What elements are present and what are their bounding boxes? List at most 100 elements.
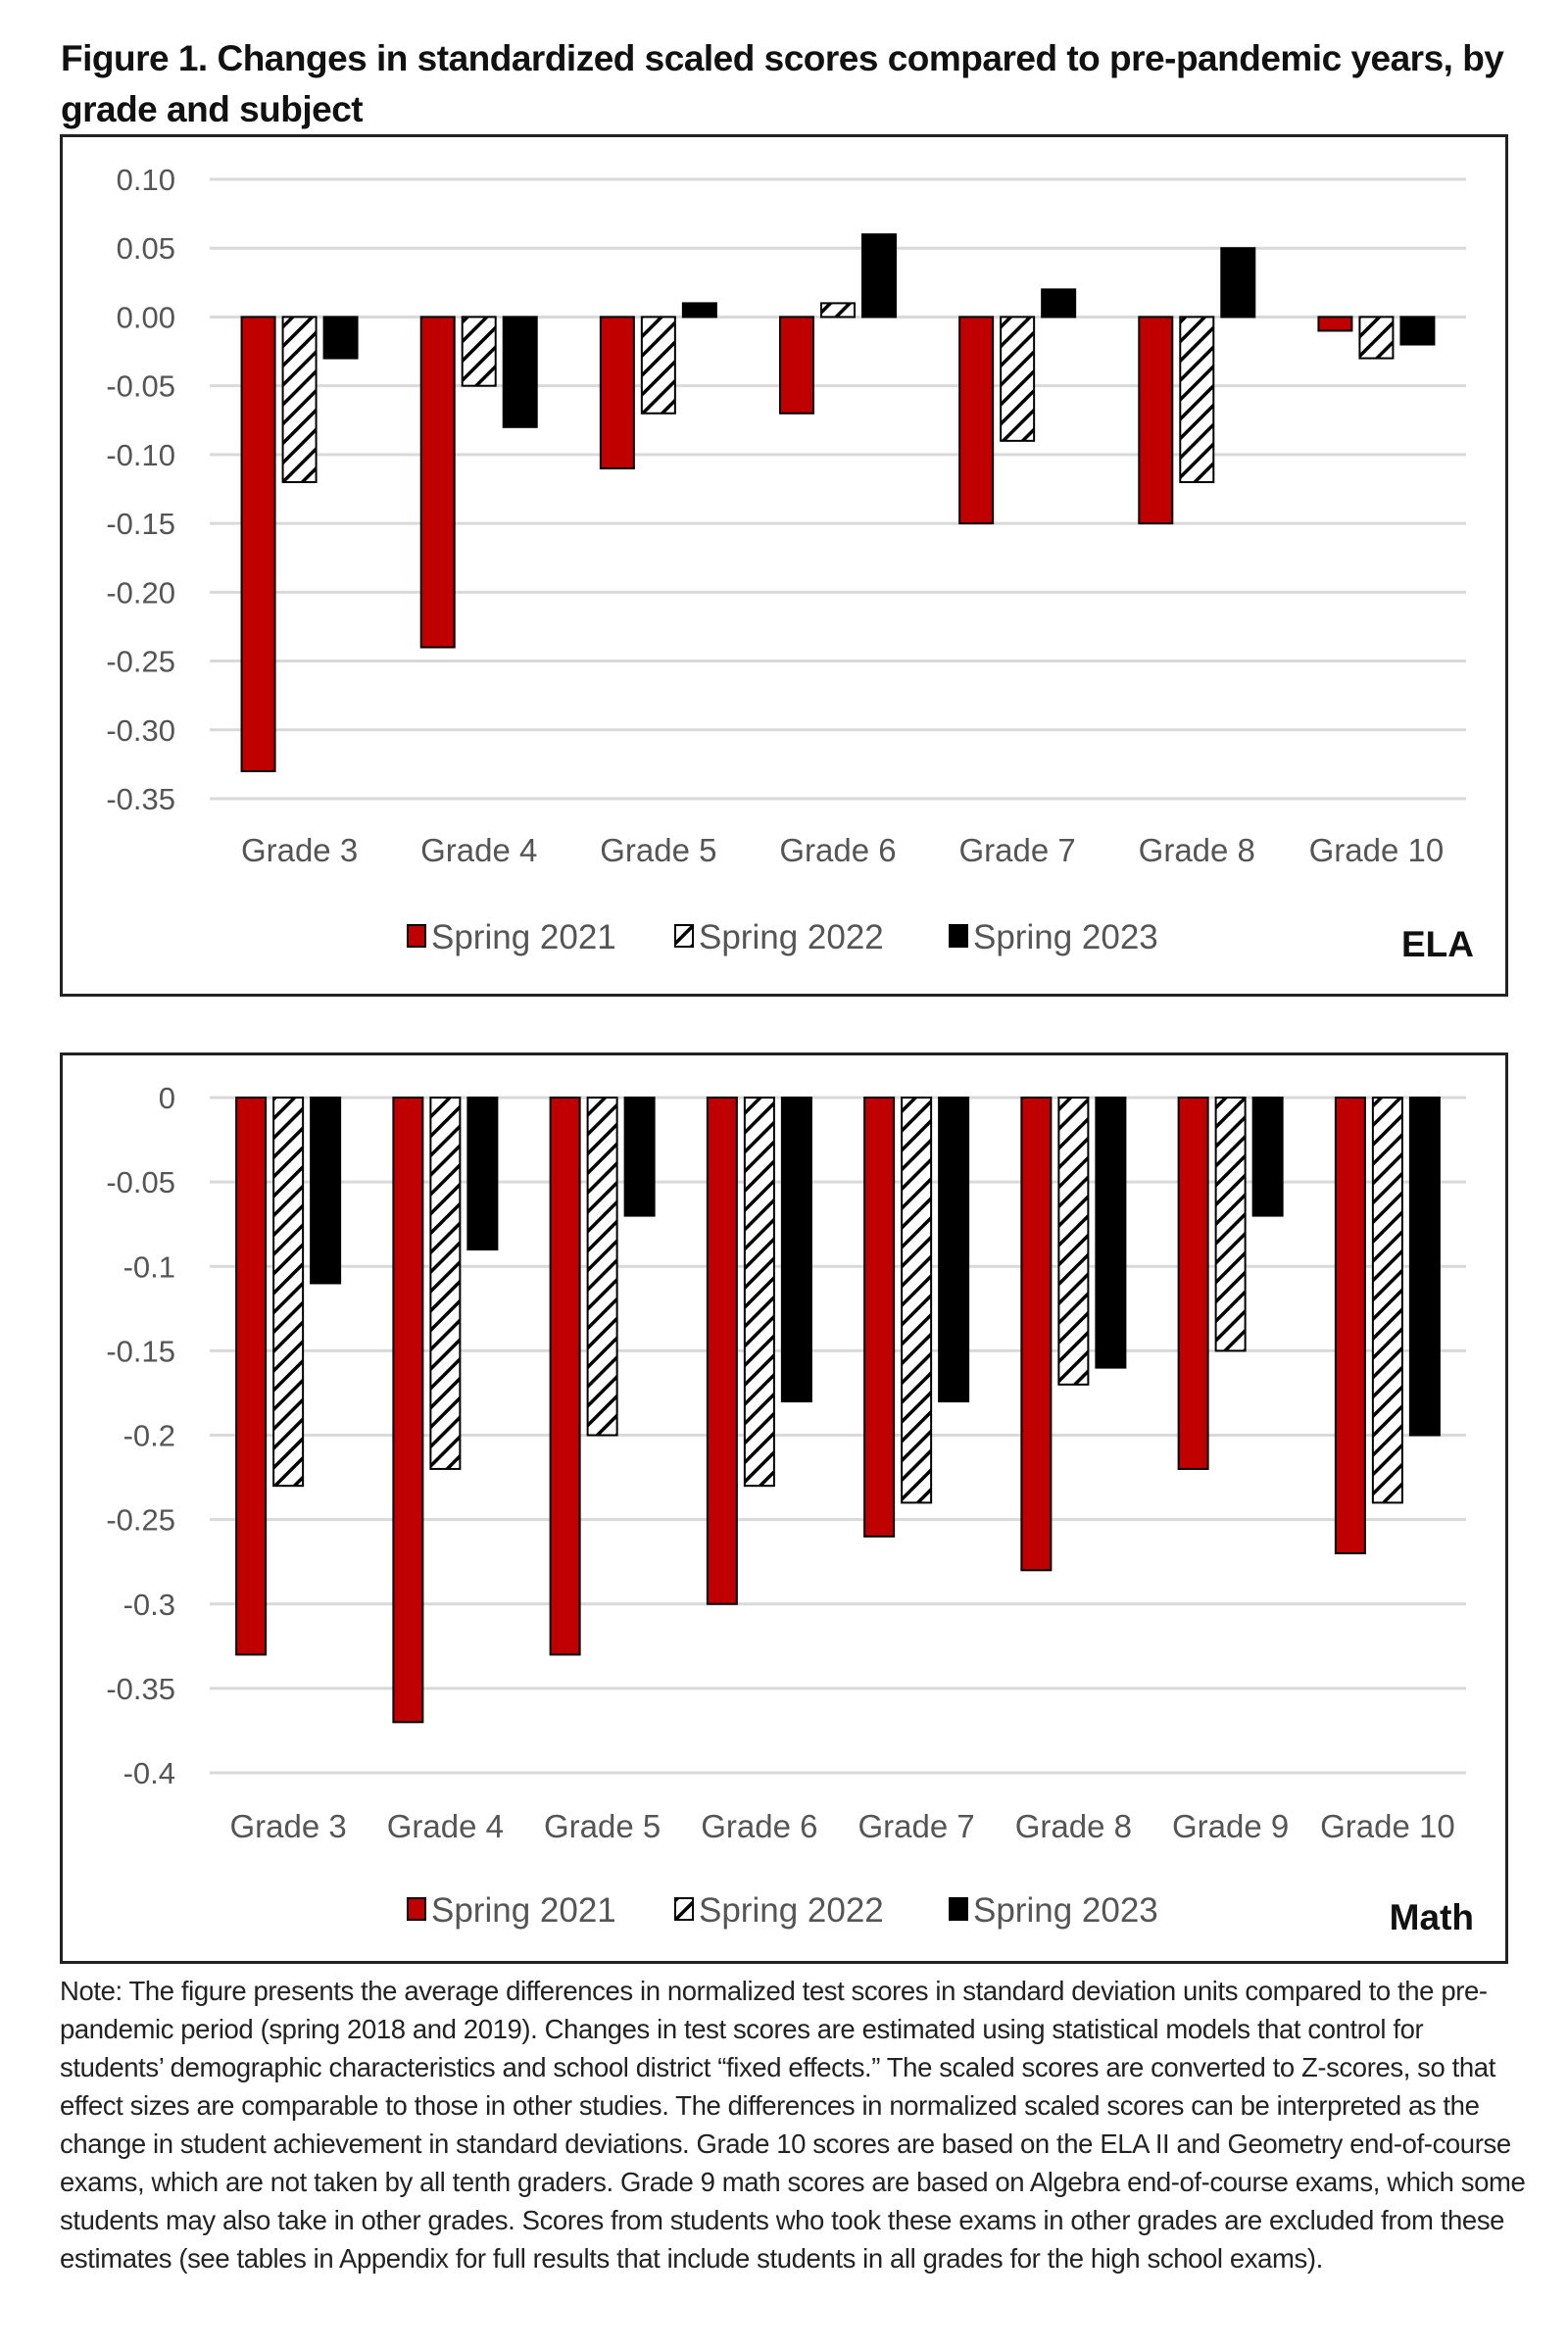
ela-y-tick-label: -0.25 [106, 645, 175, 679]
ela-spring-2021-bar [779, 316, 814, 415]
ela-spring-2023-bar [1399, 316, 1436, 346]
math-y-tick-label: -0.2 [123, 1419, 175, 1453]
ela-spring-2023-bar [1041, 288, 1077, 318]
ela-y-tick-label: -0.05 [106, 369, 175, 404]
ela-spring-2023-bar [681, 302, 717, 318]
figure-title: Figure 1. Changes in standardized scaled… [61, 38, 1504, 129]
ela-y-tick-label: -0.20 [106, 575, 175, 610]
ela-x-category-label: Grade 5 [600, 832, 716, 868]
math-spring-2021-bar [1334, 1097, 1366, 1555]
ela-spring-2022-bar [1358, 316, 1395, 360]
ela-spring-2021-bar [599, 316, 635, 469]
math-legend-swatch-spring-2023 [949, 1897, 968, 1921]
ela-x-category-label: Grade 8 [1139, 832, 1255, 868]
math-legend-label: Spring 2021 [431, 1891, 616, 1930]
math-x-category-label: Grade 6 [701, 1808, 817, 1844]
math-spring-2021-bar [235, 1097, 268, 1656]
ela-spring-2022-bar [461, 316, 497, 387]
math-x-category-label: Grade 3 [230, 1808, 347, 1844]
math-chart-panel: 0 -0.05 -0.1 -0.15 -0.2 -0.25 -0.3 -0.35 -0.4 Gra… [60, 1052, 1508, 1964]
ela-spring-2021-bar [1138, 316, 1174, 525]
ela-y-tick-label: -0.10 [106, 438, 175, 472]
ela-y-tick-label: -0.35 [106, 782, 175, 816]
math-legend-swatch-spring-2021 [407, 1897, 426, 1921]
ela-spring-2021-bar [958, 316, 995, 525]
math-legend-swatch-spring-2022 [674, 1897, 694, 1921]
math-spring-2023-bar [310, 1097, 342, 1285]
math-x-category-label: Grade 5 [544, 1808, 661, 1844]
math-spring-2021-bar [549, 1097, 581, 1656]
math-x-category-label: Grade 7 [858, 1808, 975, 1844]
math-y-tick-label: -0.15 [106, 1334, 175, 1368]
math-spring-2023-bar [1095, 1097, 1127, 1369]
ela-spring-2022-bar [640, 316, 676, 415]
math-y-tick-label: -0.3 [123, 1588, 175, 1622]
ela-y-tick-label: -0.15 [106, 507, 175, 541]
math-y-tick-label: -0.1 [123, 1249, 175, 1284]
ela-legend-label: Spring 2022 [699, 918, 884, 956]
ela-spring-2022-bar [1000, 316, 1036, 442]
math-spring-2021-bar [863, 1097, 896, 1538]
math-spring-2022-bar [272, 1097, 305, 1488]
math-y-tick-label: 0 [159, 1081, 175, 1115]
ela-y-tick-label: 0.00 [117, 300, 175, 334]
ela-x-category-label: Grade 7 [959, 832, 1076, 868]
math-spring-2021-bar [1177, 1097, 1209, 1470]
math-spring-2023-bar [1251, 1097, 1284, 1217]
math-spring-2023-bar [623, 1097, 656, 1217]
ela-spring-2021-bar [240, 316, 276, 772]
math-spring-2022-bar [1371, 1097, 1403, 1504]
math-spring-2023-bar [938, 1097, 970, 1403]
ela-x-category-label: Grade 10 [1309, 832, 1445, 868]
ela-y-tick-label: -0.30 [106, 713, 175, 748]
ela-x-category-label: Grade 4 [420, 832, 537, 868]
math-spring-2022-bar [901, 1097, 933, 1504]
ela-x-category-label: Grade 6 [779, 832, 896, 868]
ela-x-category-label: Grade 3 [241, 832, 358, 868]
ela-legend-label: Spring 2021 [431, 918, 616, 956]
ela-spring-2021-bar [1317, 316, 1353, 332]
math-spring-2022-bar [1057, 1097, 1090, 1386]
ela-spring-2023-bar [502, 316, 538, 428]
math-spring-2022-bar [743, 1097, 775, 1488]
ela-spring-2023-bar [322, 316, 359, 360]
math-x-category-label: Grade 10 [1320, 1808, 1455, 1844]
math-spring-2023-bar [1408, 1097, 1441, 1437]
math-x-category-label: Grade 4 [387, 1808, 504, 1844]
math-x-category-label: Grade 9 [1172, 1808, 1289, 1844]
ela-legend-swatch-spring-2021 [407, 924, 426, 948]
math-legend-label: Spring 2023 [973, 1891, 1158, 1930]
ela-legend: Spring 2021 Spring 2022 Spring 2023 [407, 918, 1158, 956]
math-y-tick-label: -0.4 [123, 1756, 175, 1790]
math-legend: Spring 2021 Spring 2022 Spring 2023 [407, 1891, 1158, 1930]
ela-legend-swatch-spring-2023 [949, 924, 968, 948]
math-spring-2021-bar [392, 1097, 424, 1724]
math-spring-2023-bar [466, 1097, 499, 1251]
math-spring-2021-bar [1020, 1097, 1053, 1572]
ela-spring-2022-bar [820, 302, 856, 318]
ela-spring-2023-bar [1220, 247, 1256, 318]
math-y-tick-label: -0.05 [106, 1165, 175, 1199]
ela-legend-swatch-spring-2022 [674, 924, 694, 948]
ela-spring-2023-bar [861, 233, 897, 318]
ela-y-tick-label: 0.10 [117, 163, 175, 197]
ela-subject-label: ELA [1401, 924, 1474, 964]
math-spring-2022-bar [1214, 1097, 1247, 1352]
ela-spring-2022-bar [1179, 316, 1215, 483]
math-legend-label: Spring 2022 [699, 1891, 884, 1930]
math-x-category-label: Grade 8 [1015, 1808, 1132, 1844]
ela-chart: 0.10 0.05 0.00 -0.05 -0.10 -0.15 -0.20 -0.25 -0.… [106, 163, 1474, 964]
math-spring-2021-bar [706, 1097, 738, 1605]
math-spring-2023-bar [780, 1097, 812, 1403]
math-y-tick-label: -0.25 [106, 1503, 175, 1538]
math-spring-2022-bar [586, 1097, 618, 1437]
math-subject-label: Math [1390, 1897, 1474, 1937]
ela-spring-2022-bar [281, 316, 318, 483]
ela-legend-label: Spring 2023 [973, 918, 1158, 956]
figure-note: Note: The figure presents the average di… [60, 1976, 1526, 2274]
ela-spring-2021-bar [419, 316, 456, 649]
math-spring-2022-bar [429, 1097, 462, 1470]
ela-chart-panel: 0.10 0.05 0.00 -0.05 -0.10 -0.15 -0.20 -0.25 -0.… [60, 134, 1508, 997]
math-y-tick-label: -0.35 [106, 1672, 175, 1706]
ela-y-tick-label: 0.05 [117, 231, 175, 266]
